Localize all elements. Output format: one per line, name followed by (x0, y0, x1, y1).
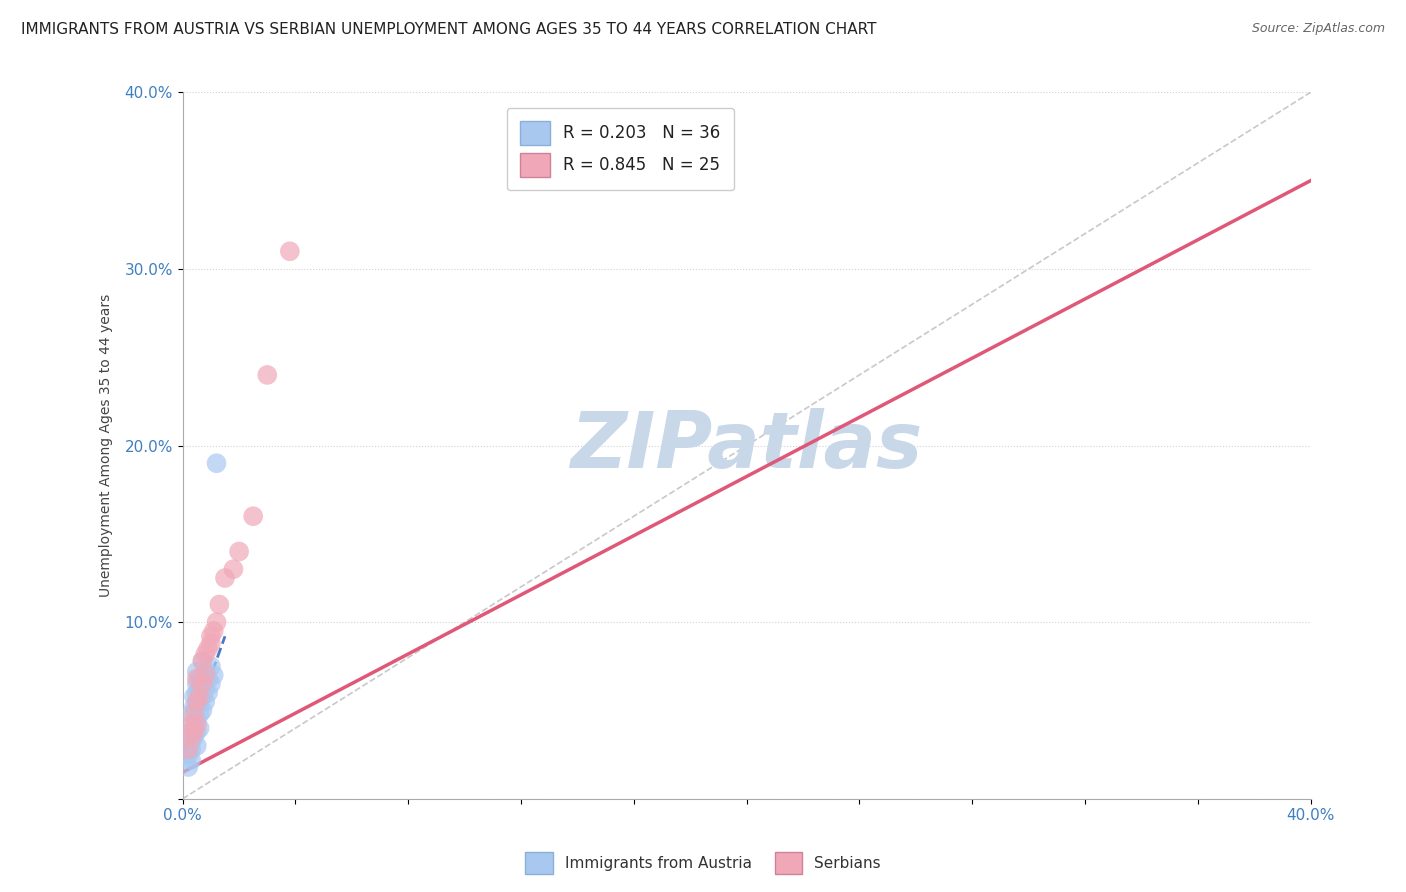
Point (186, 665, 208, 679)
Point (200, 659, 222, 673)
Point (188, 672, 211, 686)
Point (186, 717, 208, 731)
Point (202, 624, 225, 638)
Point (186, 677, 208, 691)
Point (186, 724, 208, 739)
Point (180, 730, 202, 744)
Point (278, 244, 301, 259)
Point (183, 730, 205, 744)
Point (191, 677, 214, 691)
Point (200, 629, 222, 643)
Point (228, 544, 250, 558)
Point (205, 456, 228, 470)
Point (177, 760, 200, 774)
Point (194, 668, 217, 682)
Point (186, 695, 208, 709)
Point (191, 703, 214, 717)
Point (191, 677, 214, 691)
Point (200, 636, 222, 650)
Point (194, 682, 217, 697)
Text: ZIPatlas: ZIPatlas (571, 408, 922, 483)
Point (188, 682, 211, 697)
Point (197, 641, 219, 656)
Text: IMMIGRANTS FROM AUSTRIA VS SERBIAN UNEMPLOYMENT AMONG AGES 35 TO 44 YEARS CORREL: IMMIGRANTS FROM AUSTRIA VS SERBIAN UNEMP… (21, 22, 876, 37)
Point (188, 721, 211, 735)
Point (180, 724, 202, 739)
Point (180, 735, 202, 749)
Point (214, 571, 236, 585)
Point (186, 739, 208, 753)
Point (180, 753, 202, 767)
Point (177, 742, 200, 756)
Point (188, 690, 211, 704)
Point (183, 717, 205, 731)
Point (186, 686, 208, 700)
Point (183, 700, 205, 714)
Point (186, 712, 208, 726)
Point (183, 690, 205, 704)
Point (191, 690, 214, 704)
Point (188, 695, 211, 709)
Point (180, 706, 202, 721)
Point (191, 654, 214, 668)
Point (180, 717, 202, 731)
Y-axis label: Unemployment Among Ages 35 to 44 years: Unemployment Among Ages 35 to 44 years (100, 294, 114, 597)
Point (186, 672, 208, 686)
Point (208, 598, 231, 612)
Legend: Immigrants from Austria, Serbians: Immigrants from Austria, Serbians (519, 846, 887, 880)
Point (256, 368, 278, 382)
Point (177, 747, 200, 762)
Legend: R = 0.203   N = 36, R = 0.845   N = 25: R = 0.203 N = 36, R = 0.845 N = 25 (506, 108, 734, 190)
Point (188, 706, 211, 721)
Point (202, 668, 225, 682)
Point (186, 695, 208, 709)
Point (205, 615, 228, 629)
Point (194, 647, 217, 661)
Point (180, 742, 202, 756)
Point (194, 665, 217, 679)
Point (242, 509, 264, 524)
Point (200, 677, 222, 691)
Point (197, 672, 219, 686)
Point (197, 686, 219, 700)
Point (183, 706, 205, 721)
Point (183, 724, 205, 739)
Point (222, 562, 245, 576)
Text: Source: ZipAtlas.com: Source: ZipAtlas.com (1251, 22, 1385, 36)
Point (191, 654, 214, 668)
Point (194, 695, 217, 709)
